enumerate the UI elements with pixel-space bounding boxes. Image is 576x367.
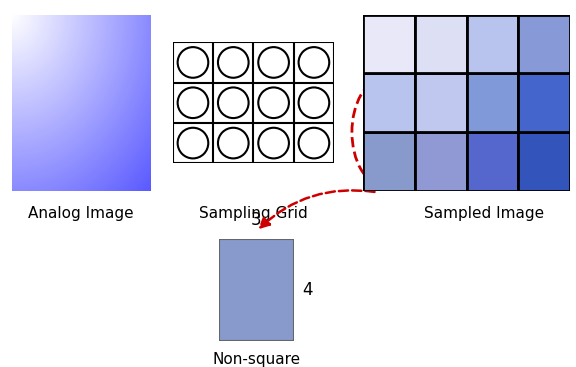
Text: Sampling Grid: Sampling Grid: [199, 206, 308, 221]
Text: Non-square
Pixel: Non-square Pixel: [213, 352, 300, 367]
Bar: [467, 132, 518, 191]
Bar: [518, 73, 570, 132]
Bar: [363, 73, 415, 132]
Bar: [467, 15, 518, 73]
Text: Analog Image: Analog Image: [28, 206, 134, 221]
Text: Sampled Image: Sampled Image: [424, 206, 544, 221]
Bar: [415, 132, 467, 191]
Bar: [518, 15, 570, 73]
Bar: [415, 73, 467, 132]
Bar: [363, 15, 415, 73]
Bar: [363, 132, 415, 191]
Text: 4: 4: [302, 281, 313, 299]
Bar: [467, 73, 518, 132]
Bar: [415, 15, 467, 73]
Text: 3: 3: [251, 211, 262, 229]
Bar: [518, 132, 570, 191]
